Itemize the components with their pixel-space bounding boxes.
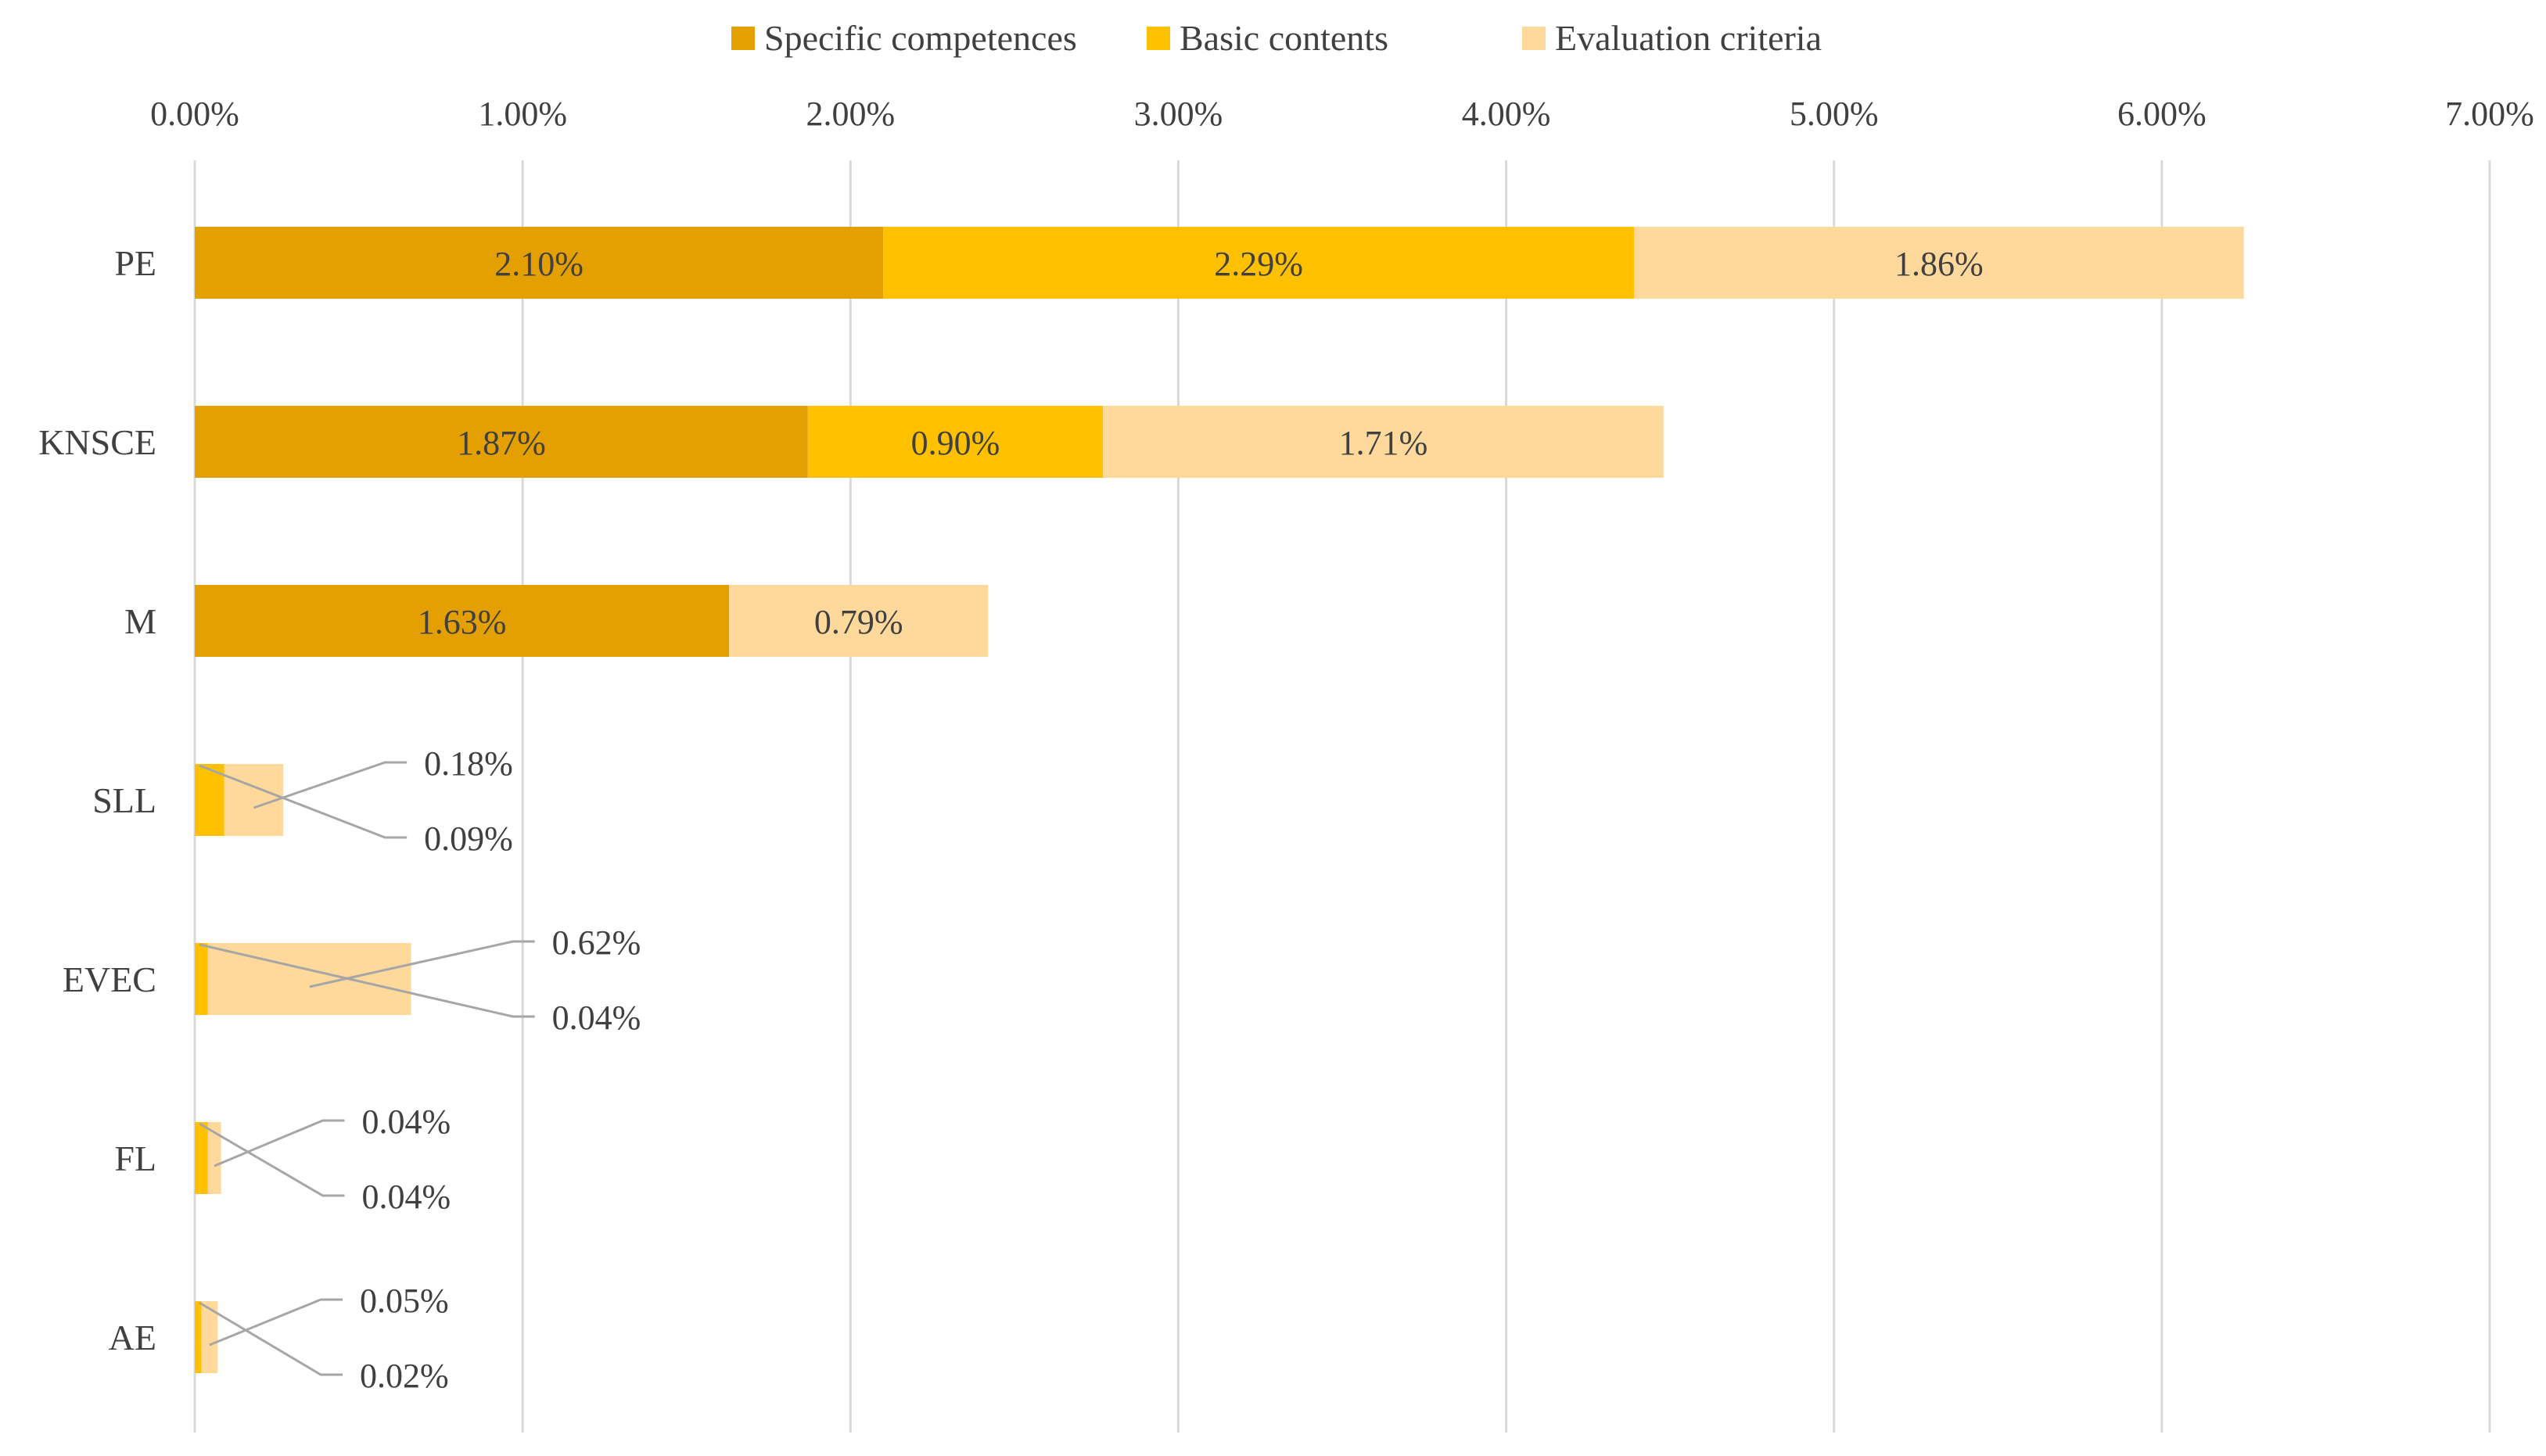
legend-swatch-basic-contents <box>1147 27 1170 50</box>
x-axis-tick-labels: 0.00% 1.00% 2.00% 3.00% 4.00% 5.00% 6.00% 7.00% <box>150 95 2534 133</box>
data-label-fl-evaluation-criteria: 0.04% <box>362 1103 451 1141</box>
category-label-fl: FL <box>114 1139 156 1178</box>
x-tick-label: 7.00% <box>2445 95 2534 133</box>
x-tick-label: 6.00% <box>2117 95 2207 133</box>
legend-swatch-evaluation-criteria <box>1522 27 1546 50</box>
leader-line-sll-basic-contents <box>199 764 408 839</box>
data-label-evec-basic-contents: 0.04% <box>552 999 641 1037</box>
x-tick-label: 2.00% <box>806 95 895 133</box>
gridlines <box>193 160 2491 1433</box>
bar-sll-basic-contents <box>195 764 224 836</box>
category-label-m: M <box>124 601 156 641</box>
legend-swatch-specific-competences <box>731 27 755 50</box>
legend-label-evaluation-criteria: Evaluation criteria <box>1555 18 1822 58</box>
data-labels: 2.10% 2.29% 1.86% 1.87% 0.90% 1.71% 1.63% 0.79%… <box>360 245 1984 1395</box>
leader-lines <box>199 761 535 1376</box>
data-label-knsce-evaluation-criteria: 1.71% <box>1339 424 1428 462</box>
data-label-knsce-specific-competences: 1.87% <box>457 424 546 462</box>
data-label-sll-basic-contents: 0.09% <box>424 819 513 858</box>
bar-evec-basic-contents <box>195 943 208 1015</box>
data-label-ae-evaluation-criteria: 0.05% <box>360 1282 449 1320</box>
leader-line-evec-evaluation-criteria <box>309 940 535 988</box>
category-label-pe: PE <box>114 243 156 283</box>
x-tick-label: 0.00% <box>150 95 239 133</box>
bar-fl-basic-contents <box>195 1122 208 1194</box>
category-label-knsce: KNSCE <box>38 422 156 462</box>
x-tick-label: 3.00% <box>1134 95 1223 133</box>
data-label-ae-basic-contents: 0.02% <box>360 1357 449 1395</box>
bar-m-specific-competences <box>195 585 730 657</box>
legend-label-specific-competences: Specific competences <box>764 18 1077 58</box>
leader-line-fl-evaluation-criteria <box>214 1119 345 1167</box>
data-label-evec-evaluation-criteria: 0.62% <box>552 923 641 962</box>
data-label-pe-specific-competences: 2.10% <box>494 245 584 283</box>
data-label-fl-basic-contents: 0.04% <box>362 1178 451 1216</box>
leader-line-ae-evaluation-criteria <box>209 1298 343 1347</box>
bar-pe-evaluation-criteria <box>1634 227 2244 299</box>
bar-ae-evaluation-criteria <box>201 1301 218 1373</box>
bar-knsce-basic-contents <box>807 406 1104 478</box>
leader-line-evec-basic-contents <box>199 943 535 1018</box>
category-label-evec: EVEC <box>63 959 156 999</box>
data-label-sll-evaluation-criteria: 0.18% <box>424 744 513 783</box>
data-label-m-specific-competences: 1.63% <box>418 603 507 641</box>
x-tick-label: 1.00% <box>478 95 567 133</box>
data-label-m-evaluation-criteria: 0.79% <box>814 603 903 641</box>
leader-line-fl-basic-contents <box>199 1122 345 1197</box>
leader-line-sll-evaluation-criteria <box>253 761 408 809</box>
bar-ae-basic-contents <box>195 1301 202 1373</box>
bar-pe-specific-competences <box>195 227 884 299</box>
bar-knsce-evaluation-criteria <box>1103 406 1664 478</box>
data-label-knsce-basic-contents: 0.90% <box>911 424 1000 462</box>
bar-fl-evaluation-criteria <box>207 1122 221 1194</box>
legend-label-basic-contents: Basic contents <box>1180 18 1388 58</box>
x-tick-label: 4.00% <box>1462 95 1551 133</box>
bar-knsce-specific-competences <box>195 406 808 478</box>
x-tick-label: 5.00% <box>1790 95 1879 133</box>
bars <box>195 227 2244 1373</box>
category-label-sll: SLL <box>92 780 156 820</box>
bar-m-evaluation-criteria <box>729 585 989 657</box>
leader-line-ae-basic-contents <box>199 1301 343 1376</box>
data-label-pe-evaluation-criteria: 1.86% <box>1894 245 1984 283</box>
legend: Specific competences Basic contents Evalua… <box>731 18 1822 58</box>
y-axis-category-labels: PE KNSCE M SLL EVEC FL AE <box>38 243 156 1357</box>
bar-pe-basic-contents <box>883 227 1635 299</box>
data-label-pe-basic-contents: 2.29% <box>1214 245 1303 283</box>
category-label-ae: AE <box>109 1318 156 1357</box>
